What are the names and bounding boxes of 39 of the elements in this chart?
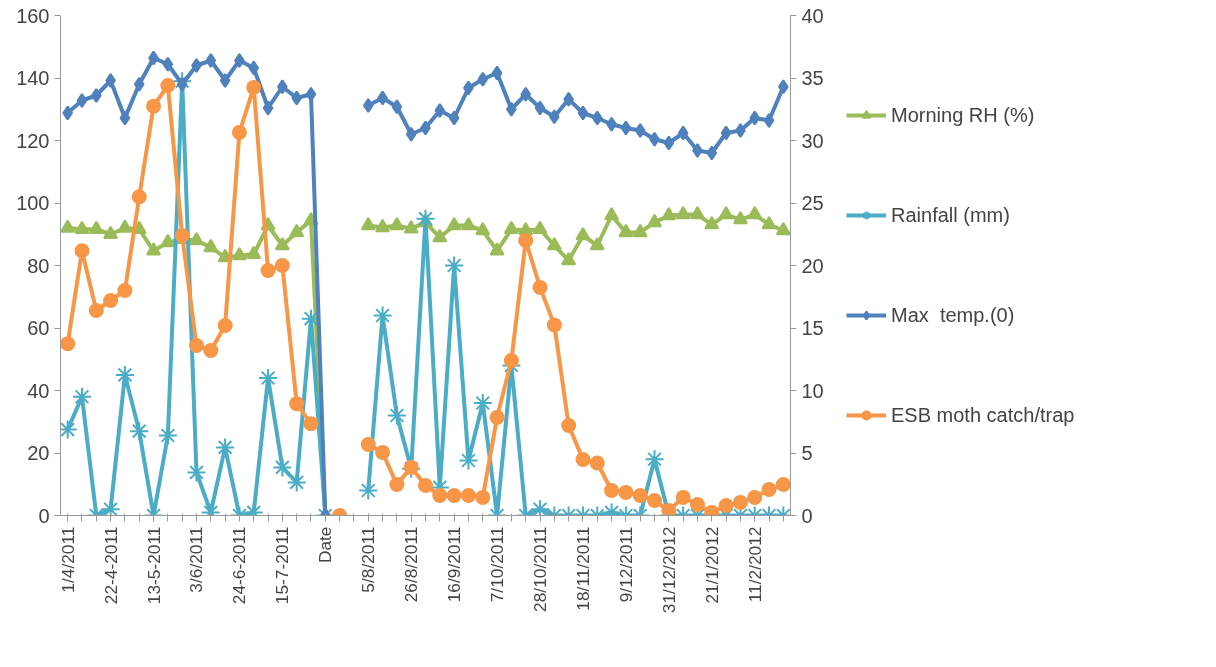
x-tick-label: 11/2/2012 <box>744 526 765 603</box>
x-tick-label: 9/12/2011 <box>615 526 636 603</box>
legend-label: ESB moth catch/trap <box>891 402 1075 428</box>
y-tick-label: 80 <box>27 254 50 277</box>
legend-label: Rainfall (mm) <box>891 202 1010 228</box>
y2-tick-label: 30 <box>801 129 824 152</box>
y-tick-label: 60 <box>27 317 50 339</box>
x-tick-label: 31/12/2012 <box>658 526 679 614</box>
x-tick-label: 18/11/2011 <box>572 526 593 611</box>
x-tick-label: 5/8/2011 <box>358 526 379 593</box>
x-tick-label: 24-6-2011 <box>229 526 250 605</box>
y2-tick-label: 0 <box>801 504 813 527</box>
x-tick-label: 28/10/2011 <box>530 526 551 612</box>
y2-tick-label: 40 <box>801 4 824 27</box>
x-tick-label: Date <box>315 526 336 564</box>
y-tick-label: 100 <box>16 192 50 214</box>
x-tick-label: 16/9/2011 <box>444 526 465 603</box>
y2-tick-label: 15 <box>801 317 824 339</box>
x-tick-label: 1/4/2011 <box>57 526 78 593</box>
y-tick-label: 0 <box>38 504 50 527</box>
y-tick-label: 20 <box>27 442 50 464</box>
y-tick-label: 40 <box>27 379 50 402</box>
x-tick-label: 3/6/2011 <box>186 526 207 593</box>
y2-tick-label: 20 <box>801 254 824 277</box>
x-tick-label: 7/10/2011 <box>487 526 508 603</box>
y2-tick-label: 25 <box>801 192 824 214</box>
x-tick-label: 26/8/2011 <box>401 526 422 603</box>
legend-label: Morning RH (%) <box>891 102 1035 128</box>
y-tick-label: 140 <box>16 67 50 89</box>
legend-label: Max temp.(0) <box>891 302 1015 328</box>
y2-tick-label: 35 <box>801 67 824 89</box>
x-tick-label: 15-7-2011 <box>272 526 293 605</box>
x-tick-label: 13-5-2011 <box>143 526 164 605</box>
x-tick-label: 22-4-2011 <box>100 526 121 605</box>
y2-tick-label: 5 <box>801 442 813 464</box>
y-tick-label: 160 <box>16 4 50 27</box>
x-tick-label: 21/1/2012 <box>701 526 722 604</box>
y-tick-label: 120 <box>16 129 50 152</box>
y2-tick-label: 10 <box>801 379 824 402</box>
